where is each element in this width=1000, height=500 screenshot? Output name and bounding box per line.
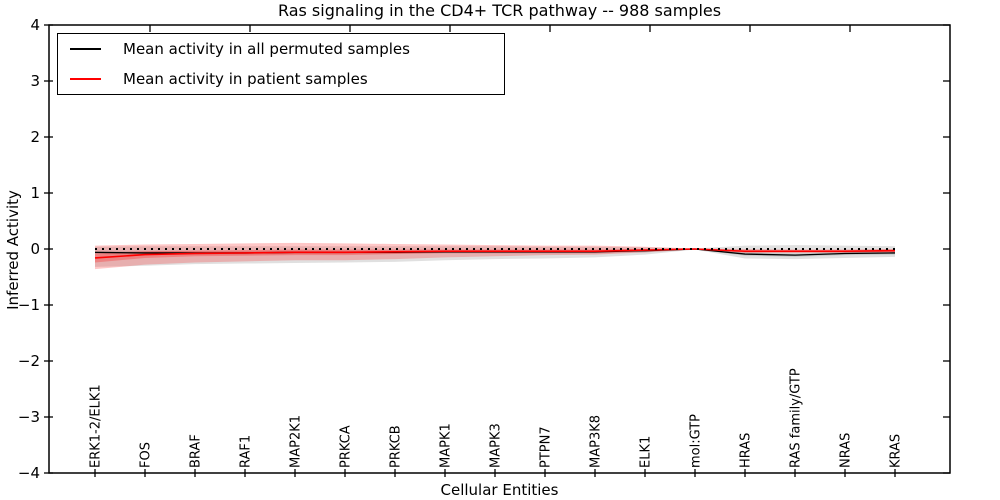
chart-title: Ras signaling in the CD4+ TCR pathway --… [277, 1, 722, 20]
y-tick-label: −3 [18, 408, 40, 426]
x-category-label: MAPK3 [489, 423, 504, 468]
legend-item-patient: Mean activity in patient samples [58, 65, 504, 93]
patient-line-sample [70, 78, 101, 80]
y-tick-label: 4 [30, 16, 40, 34]
y-axis-label: Inferred Activity [4, 190, 22, 310]
y-tick-label: 3 [30, 72, 40, 90]
y-tick-label: 1 [30, 184, 40, 202]
x-category-label: FOS [139, 442, 154, 468]
x-category-label: BRAF [189, 434, 204, 468]
x-category-label: NRAS [839, 433, 854, 468]
x-category-label: PTPN7 [539, 426, 554, 468]
legend-label-patient: Mean activity in patient samples [123, 70, 368, 88]
y-tick-label: 0 [30, 240, 40, 258]
y-tick-label: −4 [18, 464, 40, 482]
x-category-label: ELK1 [639, 436, 654, 468]
y-tick-label: −2 [18, 352, 40, 370]
permuted-line-sample [70, 48, 101, 50]
patient-mean-line [94, 248, 896, 259]
x-category-label: MAPK1 [439, 423, 454, 468]
y-tick-label: 2 [30, 128, 40, 146]
legend-item-permuted: Mean activity in all permuted samples [58, 35, 504, 63]
x-category-label: KRAS [889, 434, 904, 468]
series-inner-band-0 [95, 248, 895, 257]
legend-label-permuted: Mean activity in all permuted samples [123, 40, 410, 58]
x-category-label: HRAS [739, 433, 754, 468]
x-category-label: RAS family/GTP [789, 368, 804, 468]
x-category-label: RAF1 [239, 435, 254, 468]
x-category-label: MAP3K8 [589, 415, 604, 468]
x-category-label: MAP2K1 [289, 415, 304, 468]
legend: Mean activity in all permuted samples Me… [57, 33, 505, 95]
series-band-0 [95, 245, 895, 267]
x-axis-label: Cellular Entities [440, 481, 559, 499]
x-category-label: PRKCB [389, 425, 404, 468]
x-category-label: ERK1-2/ELK1 [89, 384, 104, 468]
x-category-label: PRKCA [339, 425, 354, 468]
x-category-label: mol:GTP [689, 414, 704, 468]
y-tick-label: −1 [18, 296, 40, 314]
